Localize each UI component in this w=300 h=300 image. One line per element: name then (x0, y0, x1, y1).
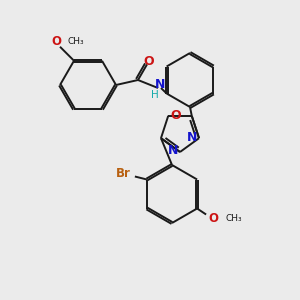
Text: CH₃: CH₃ (68, 37, 85, 46)
Text: N: N (187, 131, 197, 144)
Text: O: O (51, 35, 61, 48)
Text: O: O (144, 55, 154, 68)
Text: N: N (168, 145, 178, 158)
Text: O: O (170, 109, 181, 122)
Text: O: O (208, 212, 218, 225)
Text: CH₃: CH₃ (225, 214, 242, 223)
Text: Br: Br (116, 167, 130, 180)
Text: H: H (151, 90, 159, 100)
Text: N: N (155, 79, 165, 92)
